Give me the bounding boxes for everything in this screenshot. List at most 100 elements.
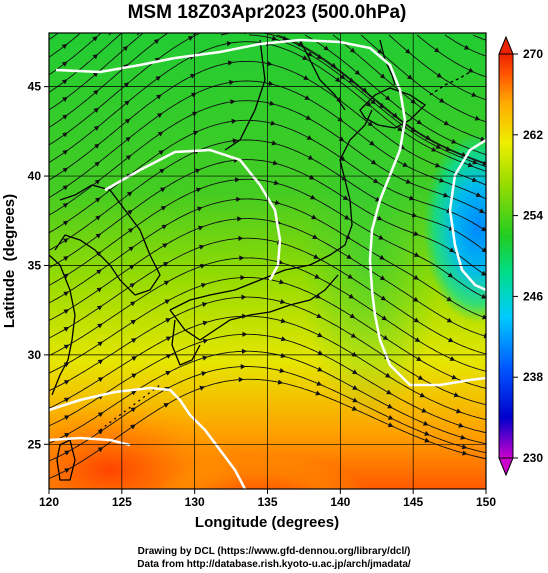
colorbar-tick-label: 238 [523,370,543,384]
streamline-arrow [316,54,323,60]
streamline-arrow [63,256,69,261]
streamline-arrow [461,444,468,450]
streamline-arrow [165,336,172,342]
streamline-arrow [456,408,462,414]
streamline-arrow [481,226,486,232]
streamline [276,34,486,164]
streamline-arrow [198,225,204,231]
streamline-arrow [380,295,387,301]
streamline-arrow [237,216,243,222]
streamline-arrow [471,92,477,97]
streamline-arrow [269,100,275,106]
streamline-arrow [471,177,478,182]
streamline-arrow [424,431,430,436]
streamline-arrow [386,389,392,395]
streamline-arrow [462,450,468,456]
y-tick-label: 45 [28,80,42,94]
streamline-arrow [201,283,207,288]
streamline-arrow [451,138,457,144]
streamline-arrow [63,344,70,350]
streamline-arrow [475,192,482,197]
streamline-arrow [313,254,319,259]
streamline-arrow [340,156,346,162]
streamline-arrow [379,275,386,281]
streamline-arrow [97,447,104,453]
streamline-arrow [239,255,245,261]
streamline-arrow [330,62,337,68]
streamline-arrow [314,273,320,279]
y-axis-label: Latitude (degrees) [1,194,18,328]
streamline-arrow [370,99,376,105]
x-tick-label: 150 [476,495,496,509]
streamline-arrow [434,47,440,53]
streamline-arrow [95,197,101,203]
x-tick-label: 130 [185,495,205,509]
streamline-arrow [378,234,384,240]
streamline-arrow [279,279,285,285]
streamline-arrow [413,274,419,280]
streamline-arrow [64,468,70,473]
streamline-arrow [381,315,388,321]
streamline-arrow [130,424,136,430]
streamline-arrow [472,159,478,165]
colorbar-tick-label: 270 [523,47,543,61]
streamline-arrow [367,121,373,127]
streamline-arrow [92,54,98,60]
streamline-arrow [163,403,170,408]
colorbar-tick-label: 246 [523,289,543,303]
streamline-arrow [282,35,288,41]
streamline-arrow [199,385,205,391]
streamline-arrow [382,335,389,340]
streamline-arrow [312,234,318,239]
streamline-arrow [474,115,481,121]
x-axis: 120 125 130 135 140 145 150 [39,489,496,509]
streamline-arrow [446,296,453,302]
streamline-arrow [280,336,287,342]
streamline-arrow [97,359,104,365]
streamline-arrow [63,273,69,279]
streamline-arrow [97,377,104,382]
streamline-arrow [419,392,426,398]
colorbar: 230 238 246 254 262 270 [498,35,543,477]
y-tick-label: 35 [28,258,42,272]
streamline-arrow [352,369,358,375]
streamline-arrow [95,251,102,257]
streamline-arrow [277,379,284,385]
streamline-arrow [127,228,134,234]
streamline-arrow [448,337,454,343]
streamline-arrow [449,356,456,361]
streamline-arrow [351,351,358,357]
streamline-arrow [387,403,393,409]
streamline-arrow [153,39,160,45]
streamline-arrow [127,209,133,215]
colorbar-min-extend [498,457,514,477]
streamline-arrow [481,247,486,253]
streamline-arrow [488,153,494,158]
streamline-arrow [95,215,101,221]
streamline-arrow [316,313,322,318]
streamline-arrow [279,299,286,304]
streamline-arrow [416,119,422,125]
streamline-arrow [467,162,474,168]
streamline-arrow [93,89,99,95]
streamline-arrow [197,206,203,212]
streamline-arrow [350,333,357,338]
streamline-arrow [306,135,313,140]
streamline-arrow [165,370,171,376]
streamline-arrow [97,341,104,347]
streamline-arrow [310,194,316,200]
streamline-arrow [274,200,281,205]
streamline-arrow [348,77,354,83]
streamline-arrow [416,356,422,362]
streamline [49,80,486,200]
streamline-arrow [230,99,236,105]
colorbar-max-extend [498,35,514,55]
streamline-arrow [344,214,350,220]
credit-drawing: Drawing by DCL (https://www.gfd-dennou.o… [137,546,411,557]
streamline [49,296,486,406]
streamline-arrow [162,243,168,249]
streamline-arrow [164,299,171,305]
streamline-arrow [155,76,161,81]
streamline-arrow [202,320,209,326]
streamline [332,34,486,142]
